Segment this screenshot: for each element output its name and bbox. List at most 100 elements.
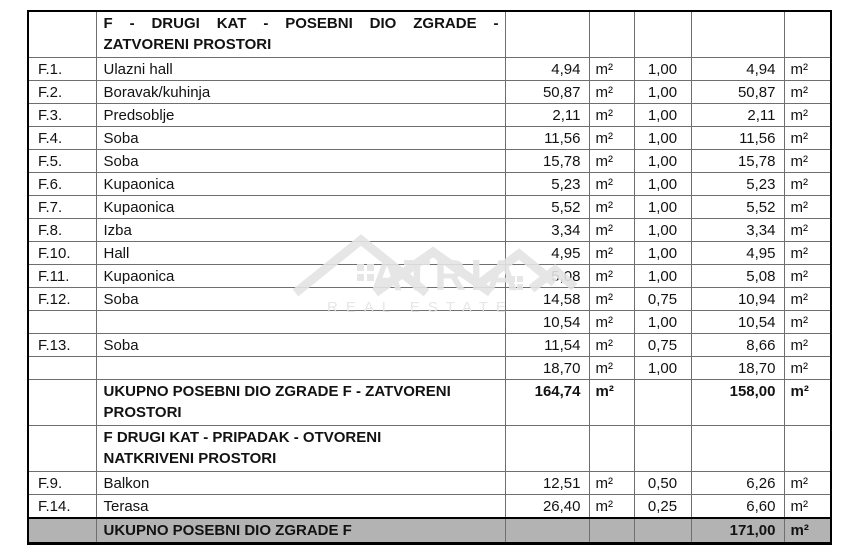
cell-v2: 11,56 [690, 126, 785, 150]
cell-v1: 4,95 [504, 241, 590, 265]
cell-u1: m² [588, 218, 635, 242]
cell-v2: 3,34 [690, 218, 785, 242]
cell-coef: 1,00 [633, 218, 692, 242]
cell-v1: 3,34 [504, 218, 590, 242]
cell-u2: m² [783, 494, 832, 519]
cell-code: F.7. [27, 195, 97, 219]
cell-v2: 8,66 [690, 333, 785, 357]
cell-v2: 6,26 [690, 471, 785, 495]
cell-v1: 5,23 [504, 172, 590, 196]
cell-u2: m² [783, 80, 832, 104]
cell-u2: m² [783, 310, 832, 334]
cell-v1: 18,70 [504, 356, 590, 380]
cell-v1: 11,54 [504, 333, 590, 357]
cell-v1: 164,74 [504, 379, 590, 426]
cell-u1: m² [588, 264, 635, 288]
cell-u2: m² [783, 172, 832, 196]
cell-desc: F DRUGI KAT - PRIPADAK - OTVORENI NATKRIV… [95, 425, 506, 472]
cell-desc: Soba [95, 126, 506, 150]
cell-desc: F - DRUGI KAT - POSEBNI DIO ZGRADE - ZATV… [95, 10, 506, 58]
cell-desc: Kupaonica [95, 172, 506, 196]
table-row: F DRUGI KAT - PRIPADAK - OTVORENI NATKRIV… [27, 425, 832, 472]
cell-v2: 10,94 [690, 287, 785, 311]
table-row: 10,54 m² 1,00 10,54 m² [27, 310, 832, 334]
cell-v1: 12,51 [504, 471, 590, 495]
table-row: F.12. Soba 14,58 m² 0,75 10,94 m² [27, 287, 832, 311]
cell-coef: 1,00 [633, 57, 692, 81]
cell-coef: 1,00 [633, 103, 692, 127]
cell-coef: 0,25 [633, 494, 692, 519]
cell-v2: 158,00 [690, 379, 785, 426]
cell-code [27, 517, 97, 545]
desc-line1: F DRUGI KAT - PRIPADAK - OTVORENI [103, 429, 382, 446]
cell-code: F.10. [27, 241, 97, 265]
cell-u1: m² [588, 333, 635, 357]
cell-coef: 0,75 [633, 287, 692, 311]
cell-desc [95, 356, 506, 380]
cell-desc: Kupaonica [95, 264, 506, 288]
cell-u2: m² [783, 356, 832, 380]
table-row: F.8. Izba 3,34 m² 1,00 3,34 m² [27, 218, 832, 242]
cell-coef: 0,50 [633, 471, 692, 495]
cell-u1: m² [588, 494, 635, 519]
desc-line1: UKUPNO POSEBNI DIO ZGRADE F - ZATVORENI [103, 383, 451, 400]
cell-u1: m² [588, 287, 635, 311]
cell-u2: m² [783, 103, 832, 127]
cell-u1: m² [588, 149, 635, 173]
table-row: F.4. Soba 11,56 m² 1,00 11,56 m² [27, 126, 832, 150]
cell-coef: 1,00 [633, 172, 692, 196]
cell-v2: 5,23 [690, 172, 785, 196]
cell-code: F.8. [27, 218, 97, 242]
cell-code: F.11. [27, 264, 97, 288]
cell-code: F.13. [27, 333, 97, 357]
table-row: F.6. Kupaonica 5,23 m² 1,00 5,23 m² [27, 172, 832, 196]
desc-line2: PROSTORI [103, 404, 182, 421]
cell-desc: Soba [95, 149, 506, 173]
cell-v2: 10,54 [690, 310, 785, 334]
cell-u1: m² [588, 310, 635, 334]
cell-u1: m² [588, 103, 635, 127]
cell-code: F.14. [27, 494, 97, 519]
table-row: F.10. Hall 4,95 m² 1,00 4,95 m² [27, 241, 832, 265]
cell-coef [633, 379, 692, 426]
cell-desc: Hall [95, 241, 506, 265]
cell-coef [633, 517, 692, 545]
cell-u1: m² [588, 80, 635, 104]
cell-coef: 1,00 [633, 264, 692, 288]
cell-coef [633, 10, 692, 58]
table-row: UKUPNO POSEBNI DIO ZGRADE F 171,00 m² [27, 517, 832, 545]
cell-code [27, 310, 97, 334]
cell-u2: m² [783, 126, 832, 150]
cell-u2: m² [783, 471, 832, 495]
cell-v1: 10,54 [504, 310, 590, 334]
cell-coef: 1,00 [633, 356, 692, 380]
floor-area-table: F - DRUGI KAT - POSEBNI DIO ZGRADE - ZATV… [27, 10, 832, 545]
cell-v2: 50,87 [690, 80, 785, 104]
cell-u2: m² [783, 379, 832, 426]
cell-u2: m² [783, 264, 832, 288]
cell-u2 [783, 10, 832, 58]
cell-code [27, 356, 97, 380]
cell-desc: UKUPNO POSEBNI DIO ZGRADE F [95, 517, 506, 545]
cell-u1: m² [588, 379, 635, 426]
cell-v2: 15,78 [690, 149, 785, 173]
table-row: F.14. Terasa 26,40 m² 0,25 6,60 m² [27, 494, 832, 519]
cell-v2: 2,11 [690, 103, 785, 127]
cell-u1: m² [588, 172, 635, 196]
cell-u1: m² [588, 471, 635, 495]
cell-code: F.12. [27, 287, 97, 311]
table-row: F.3. Predsoblje 2,11 m² 1,00 2,11 m² [27, 103, 832, 127]
cell-code: F.2. [27, 80, 97, 104]
cell-u2: m² [783, 195, 832, 219]
cell-v1: 14,58 [504, 287, 590, 311]
cell-v2: 18,70 [690, 356, 785, 380]
cell-v1: 2,11 [504, 103, 590, 127]
cell-desc: Soba [95, 287, 506, 311]
cell-u2: m² [783, 287, 832, 311]
cell-desc: Terasa [95, 494, 506, 519]
cell-desc: Kupaonica [95, 195, 506, 219]
cell-coef: 1,00 [633, 310, 692, 334]
cell-u1: m² [588, 57, 635, 81]
cell-v2: 5,08 [690, 264, 785, 288]
cell-coef: 1,00 [633, 126, 692, 150]
